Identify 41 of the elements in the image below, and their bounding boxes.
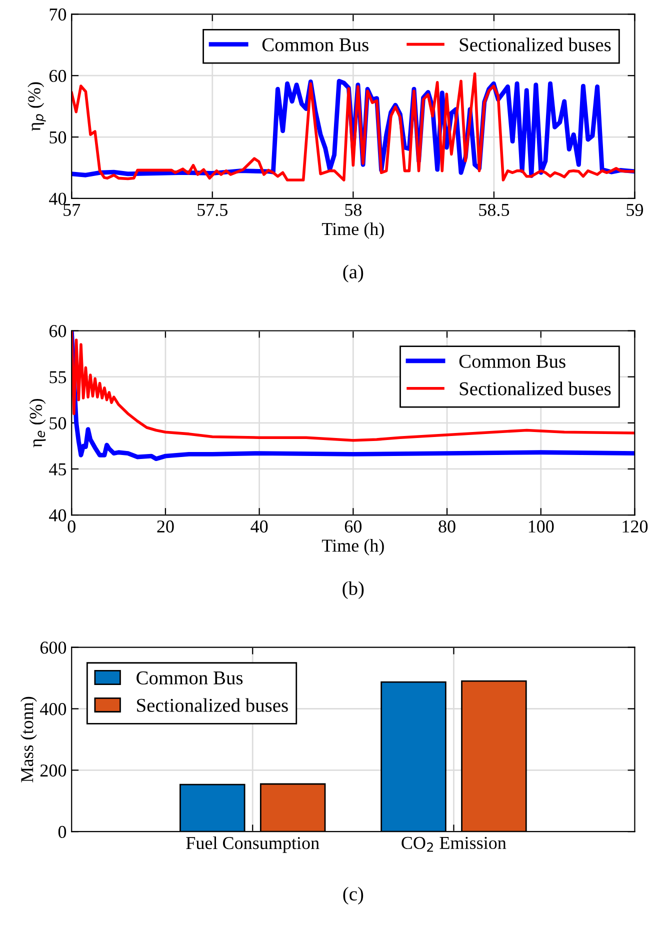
y-tick-label: 40 <box>49 192 66 205</box>
y-tick-label: 55 <box>50 371 66 384</box>
y-tick-label: 600 <box>40 642 66 654</box>
y-axis-title: η$_{e}$ (%) <box>29 398 46 448</box>
x-tick-label: 40 <box>250 520 268 533</box>
legend-label: Common Bus <box>459 354 566 368</box>
x-tick-label: 58.5 <box>479 204 510 216</box>
y-tick-label: 0 <box>58 826 66 838</box>
x-tick-label: 57 <box>64 204 80 216</box>
y-tick-label: 40 <box>49 509 66 522</box>
y-tick-label: 50 <box>50 131 66 144</box>
legend-label: Sectionalized buses <box>460 38 611 52</box>
y-tick-label: 45 <box>49 463 66 476</box>
x-tick-label: 20 <box>157 520 174 533</box>
y-axis-title: η$_{p}$ (%) <box>28 82 46 131</box>
y-axis-title: Mass (tonn) <box>20 696 37 782</box>
x-tick-label: 80 <box>438 520 456 533</box>
x-tick-label: Fuel Consumption <box>186 836 320 853</box>
y-tick-label: 70 <box>50 8 66 21</box>
text: (b) <box>342 581 364 599</box>
text: (a) <box>343 264 364 282</box>
x-tick-label: 57.5 <box>198 204 228 216</box>
x-tick-label: 60 <box>344 520 362 533</box>
text: (c) <box>343 886 364 905</box>
y-tick-label: 60 <box>49 70 66 82</box>
y-tick-label: 200 <box>40 764 66 777</box>
x-tick-label: 59 <box>626 204 644 216</box>
x-tick-label: 58 <box>345 204 362 216</box>
y-tick-label: 60 <box>49 325 66 338</box>
legend-label: Sectionalized buses <box>137 698 288 712</box>
legend-label: Common Bus <box>136 671 243 684</box>
legend-label: Sectionalized buses <box>460 382 611 396</box>
x-tick-label: 120 <box>622 520 648 533</box>
x-axis-title: Time (h) <box>322 222 384 239</box>
x-tick-label: 100 <box>528 520 554 533</box>
y-tick-label: 400 <box>40 703 66 716</box>
x-tick-label: 0 <box>68 520 76 533</box>
x-axis-title: Time (h) <box>322 539 384 556</box>
legend-label: Common Bus <box>262 38 368 52</box>
y-tick-label: 50 <box>50 417 66 430</box>
x-tick-label: CO$_{2}$ Emission <box>402 836 506 852</box>
